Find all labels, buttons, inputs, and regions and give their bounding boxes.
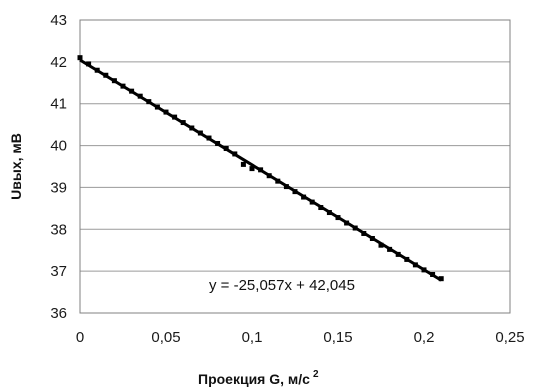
data-point: [301, 194, 307, 200]
data-point: [361, 230, 367, 236]
data-point: [326, 210, 332, 216]
data-point: [387, 246, 393, 252]
data-point: [421, 267, 427, 273]
y-tick-label: 43: [50, 12, 67, 29]
data-point: [369, 235, 375, 241]
data-point: [77, 55, 83, 61]
x-axis-title-superscript: 2: [313, 369, 319, 380]
data-point: [318, 205, 324, 211]
data-point: [189, 125, 195, 131]
x-axis-title: Проекция G, м/с 2: [198, 369, 319, 387]
data-point: [86, 61, 92, 67]
data-point: [146, 99, 152, 105]
data-point: [258, 167, 264, 173]
data-point: [266, 173, 272, 179]
data-point: [94, 67, 100, 73]
plot-area-border: [79, 19, 511, 314]
y-tick-labels: 36 37 38 39 40 41 42 43: [50, 12, 67, 322]
y-tick-label: 40: [50, 138, 67, 155]
data-point: [120, 83, 126, 89]
data-point: [412, 262, 418, 268]
data-point: [395, 251, 401, 257]
data-point: [430, 271, 436, 277]
data-point: [206, 135, 212, 141]
y-tick-label: 37: [50, 263, 67, 280]
x-tick-labels: 0 0,05 0,1 0,15 0,2 0,25: [76, 329, 525, 346]
data-point: [111, 78, 117, 84]
x-tick-label: 0,25: [495, 329, 524, 346]
data-point: [154, 104, 160, 110]
data-point: [232, 151, 238, 157]
y-tick-label: 42: [50, 54, 67, 71]
data-point: [129, 88, 135, 94]
data-point: [249, 166, 255, 172]
data-point: [352, 225, 358, 231]
data-point: [438, 276, 444, 282]
y-tick-label: 39: [50, 179, 67, 196]
data-point: [404, 256, 410, 262]
data-point: [137, 93, 143, 99]
data-point: [283, 184, 289, 190]
x-tick-label: 0,1: [242, 329, 263, 346]
data-point: [180, 120, 186, 126]
y-tick-label: 41: [50, 96, 67, 113]
x-tick-label: 0: [76, 329, 84, 346]
x-tick-label: 0,15: [323, 329, 352, 346]
data-point: [103, 72, 109, 78]
data-point: [344, 220, 350, 226]
data-point: [163, 109, 169, 115]
x-axis-title-text: Проекция G, м/с: [198, 371, 310, 387]
y-axis-title: Uвых, мВ: [8, 133, 24, 200]
data-point: [223, 146, 229, 152]
data-point: [378, 242, 384, 248]
data-point: [309, 199, 315, 205]
grid-lines: [80, 61, 510, 272]
data-point: [172, 114, 178, 120]
x-tick-label: 0,2: [414, 329, 435, 346]
data-point: [292, 189, 298, 195]
y-tick-label: 38: [50, 221, 67, 238]
data-point: [240, 161, 246, 167]
data-point: [335, 215, 341, 221]
data-point: [275, 178, 281, 184]
data-point: [197, 130, 203, 136]
data-point: [215, 140, 221, 146]
trendline-equation: y = -25,057x + 42,045: [209, 277, 355, 294]
x-tick-label: 0,05: [151, 329, 180, 346]
data-points: [77, 55, 444, 282]
y-tick-label: 36: [50, 305, 67, 322]
